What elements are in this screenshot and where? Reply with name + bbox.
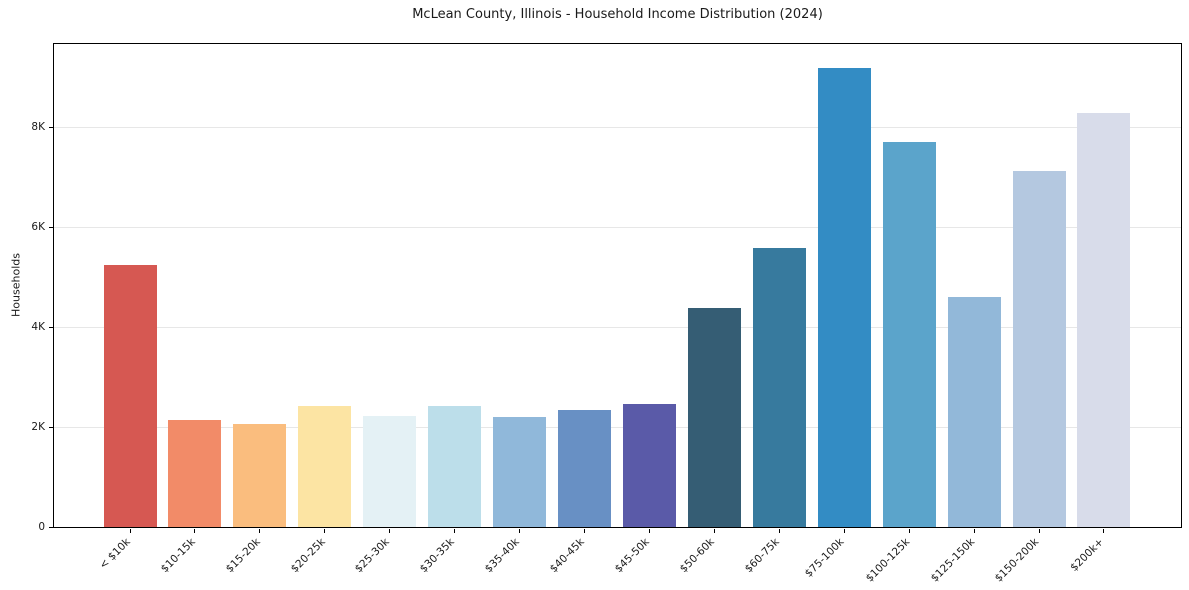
x-tick bbox=[1103, 529, 1105, 533]
x-tick bbox=[259, 529, 261, 533]
x-tick-label: $15-20k bbox=[223, 536, 263, 576]
x-tick bbox=[648, 529, 650, 533]
bar bbox=[882, 142, 936, 527]
x-tick-label: $25-30k bbox=[353, 536, 393, 576]
y-tick-label: 8K bbox=[31, 121, 45, 133]
x-tick-label: < $10k bbox=[96, 536, 133, 572]
x-tick bbox=[778, 529, 780, 533]
y-tick bbox=[49, 526, 53, 528]
bar bbox=[168, 420, 222, 527]
x-tick-label: $50-60k bbox=[677, 536, 717, 576]
bar bbox=[363, 416, 417, 527]
x-tick-label: $75-100k bbox=[802, 536, 847, 580]
y-tick-label: 0 bbox=[38, 521, 45, 533]
gridline bbox=[54, 426, 1181, 428]
bar bbox=[493, 417, 547, 527]
gridline bbox=[54, 126, 1181, 128]
bar bbox=[947, 297, 1001, 527]
gridline bbox=[54, 226, 1181, 228]
x-tick bbox=[1038, 529, 1040, 533]
x-tick-label: $45-50k bbox=[612, 536, 652, 576]
x-tick-label: $30-35k bbox=[418, 536, 458, 576]
x-tick bbox=[454, 529, 456, 533]
x-tick-label: $40-45k bbox=[547, 536, 588, 576]
bar bbox=[752, 248, 806, 527]
x-tick bbox=[129, 529, 131, 533]
x-tick-label: $20-25k bbox=[288, 536, 328, 576]
y-tick bbox=[49, 226, 53, 228]
plot-area: 0 2K 4K 6K 8K < $10k $10-15k $15-20k $20-25k $25-… bbox=[31, 43, 1182, 585]
y-tick-label: 6K bbox=[31, 221, 45, 233]
bar bbox=[1012, 171, 1066, 527]
x-tick bbox=[389, 529, 391, 533]
bar bbox=[428, 406, 482, 527]
x-tick bbox=[908, 529, 910, 533]
y-tick-label: 4K bbox=[31, 321, 45, 333]
x-tick bbox=[324, 529, 326, 533]
x-tick bbox=[713, 529, 715, 533]
x-tick bbox=[519, 529, 521, 533]
x-tick-label: $100-125k bbox=[863, 536, 912, 585]
y-tick bbox=[49, 126, 53, 128]
x-tick bbox=[843, 529, 845, 533]
x-tick bbox=[973, 529, 975, 533]
x-tick bbox=[194, 529, 196, 533]
chart-title: McLean County, Illinois - Household Inco… bbox=[412, 7, 823, 22]
gridline bbox=[54, 326, 1181, 328]
y-tick bbox=[49, 426, 53, 428]
x-tick-label: $150-200k bbox=[993, 536, 1042, 585]
x-tick-label: $35-40k bbox=[483, 536, 523, 576]
y-tick-label: 2K bbox=[31, 421, 45, 433]
bar bbox=[558, 410, 612, 527]
x-tick-label: $200k+ bbox=[1068, 536, 1107, 574]
bar bbox=[298, 406, 352, 527]
x-tick-label: $60-75k bbox=[742, 536, 782, 576]
bar bbox=[233, 424, 287, 527]
x-tick bbox=[584, 529, 586, 533]
bar bbox=[687, 308, 741, 527]
bar bbox=[622, 404, 676, 527]
bar bbox=[103, 264, 157, 527]
y-tick bbox=[49, 326, 53, 328]
y-axis-label: Households bbox=[9, 253, 23, 317]
bar bbox=[817, 68, 871, 527]
x-tick-label: $125-150k bbox=[928, 536, 977, 585]
bar bbox=[1077, 113, 1131, 527]
x-tick-label: $10-15k bbox=[158, 536, 198, 576]
